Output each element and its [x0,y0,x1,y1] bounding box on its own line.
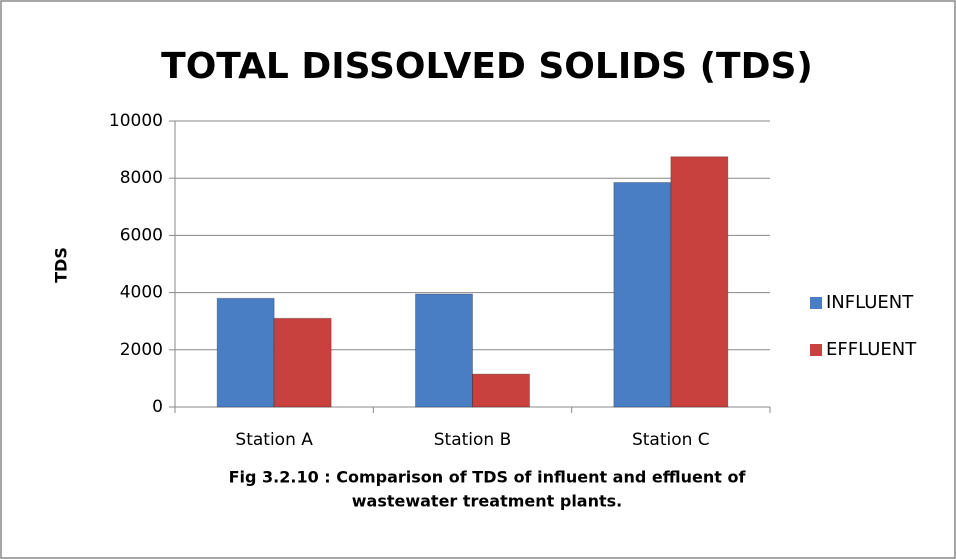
y-tick-label: 2000 [120,340,163,360]
bar [216,297,275,408]
y-tick-label: 0 [152,397,163,417]
legend-label: INFLUENT [826,292,914,313]
y-tick-label: 10000 [109,111,163,131]
y-tick-label: 6000 [120,225,163,245]
y-tick-label: 8000 [120,168,163,188]
caption: Fig 3.2.10 : Comparison of TDS of influe… [229,468,747,487]
x-tick-label: Station B [434,430,512,450]
x-tick-label: Station C [632,430,710,450]
bar [670,156,729,408]
legend-label: EFFLUENT [826,339,917,360]
caption: wastewater treatment plants. [352,492,622,511]
bar [415,293,473,408]
y-axis-label: TDS [52,247,71,283]
y-tick-label: 4000 [120,283,163,303]
bar [613,181,672,408]
legend-swatch [810,297,822,309]
x-tick-label: Station A [235,430,313,450]
bar [472,373,530,408]
bar [273,317,332,408]
legend-swatch [810,344,822,356]
chart-title: TOTAL DISSOLVED SOLIDS (TDS) [161,46,813,87]
